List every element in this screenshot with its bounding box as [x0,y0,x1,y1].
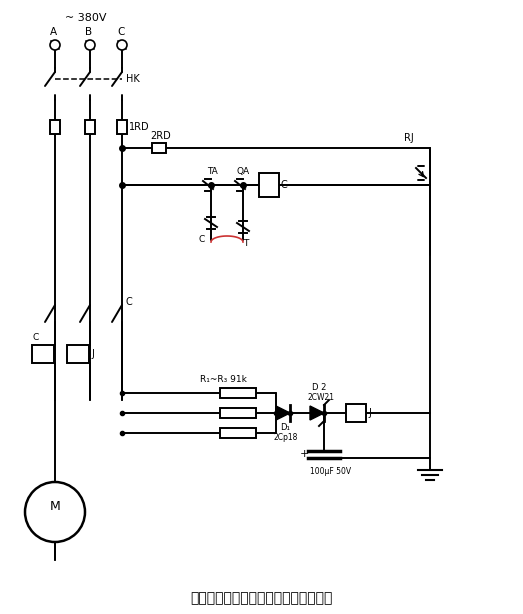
Text: C: C [125,297,132,307]
Bar [117,120,127,134]
Text: C: C [32,333,38,341]
Text: J: J [91,349,94,359]
Bar [220,388,256,398]
Text: ~ 380V: ~ 380V [65,13,107,23]
Text: HK: HK [126,74,140,84]
Text: D₁: D₁ [280,422,290,432]
Text: 1RD: 1RD [129,122,150,132]
Bar [67,345,89,363]
Bar [259,173,279,197]
Text: A: A [50,27,57,37]
Bar [152,143,166,153]
Text: T: T [243,238,248,247]
Text: C: C [117,27,124,37]
Text: R₁~R₃ 91k: R₁~R₃ 91k [200,375,247,384]
Circle shape [85,40,95,50]
Text: TA: TA [207,166,218,176]
Bar [220,428,256,438]
Bar [346,404,366,422]
Circle shape [50,40,60,50]
Text: C: C [199,235,205,244]
Text: M: M [50,500,60,513]
Text: +: + [300,449,310,459]
Polygon shape [276,406,290,420]
Text: C: C [281,180,288,190]
Text: D 2: D 2 [312,383,326,392]
Text: 100μF 50V: 100μF 50V [310,467,351,475]
Text: RJ: RJ [404,133,414,143]
Bar [50,120,60,134]
Bar [32,345,54,363]
Text: B: B [85,27,92,37]
Circle shape [117,40,127,50]
Polygon shape [310,406,324,420]
Text: QA: QA [237,166,250,176]
Bar [85,120,95,134]
Text: 2RD: 2RD [150,131,170,141]
Text: 2Cp18: 2Cp18 [274,433,299,443]
Circle shape [25,482,85,542]
Text: J: J [368,408,371,418]
Text: 2CW21: 2CW21 [308,394,335,403]
Bar [220,408,256,418]
Text: 三角形电动机零序电压继电器断相保护: 三角形电动机零序电压继电器断相保护 [190,591,333,605]
